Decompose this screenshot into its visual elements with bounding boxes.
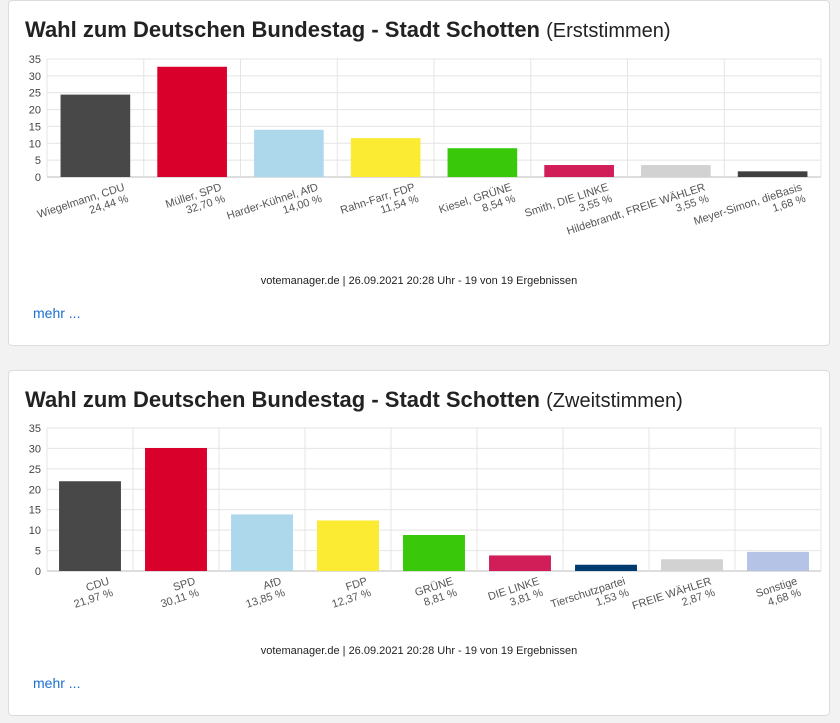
bar bbox=[447, 148, 518, 177]
more-link[interactable]: mehr ... bbox=[33, 305, 81, 321]
chart-subtitle: (Erststimmen) bbox=[546, 20, 671, 42]
y-tick-label: 35 bbox=[29, 423, 41, 435]
zweitstimmen-card: Wahl zum Deutschen Bundestag - Stadt Sch… bbox=[8, 370, 830, 716]
bar bbox=[59, 481, 121, 571]
bar bbox=[317, 520, 379, 571]
more-link[interactable]: mehr ... bbox=[33, 675, 81, 691]
bar bbox=[661, 559, 723, 571]
y-tick-label: 5 bbox=[35, 546, 41, 558]
bar bbox=[254, 129, 324, 177]
y-tick-label: 10 bbox=[29, 525, 41, 537]
y-tick-label: 20 bbox=[29, 484, 41, 496]
bar bbox=[403, 535, 465, 571]
chart-subtitle: (Zweitstimmen) bbox=[546, 390, 683, 412]
bar bbox=[60, 94, 131, 177]
y-tick-label: 0 bbox=[35, 172, 41, 184]
y-tick-label: 20 bbox=[29, 105, 41, 117]
y-tick-label: 10 bbox=[29, 138, 41, 150]
y-tick-label: 30 bbox=[29, 443, 41, 455]
y-tick-label: 5 bbox=[35, 155, 41, 167]
bar bbox=[641, 165, 711, 177]
y-tick-label: 15 bbox=[29, 505, 41, 517]
bar bbox=[737, 171, 808, 177]
bar bbox=[747, 551, 809, 571]
chart-title: Wahl zum Deutschen Bundestag - Stadt Sch… bbox=[25, 387, 683, 412]
y-tick-label: 30 bbox=[29, 71, 41, 83]
bar bbox=[575, 564, 637, 571]
bar bbox=[231, 514, 293, 571]
chart-title: Wahl zum Deutschen Bundestag - Stadt Sch… bbox=[25, 17, 671, 42]
y-tick-label: 35 bbox=[29, 54, 41, 66]
bar bbox=[145, 447, 207, 571]
y-tick-label: 25 bbox=[29, 464, 41, 476]
bar bbox=[350, 138, 421, 177]
erststimmen-card: Wahl zum Deutschen Bundestag - Stadt Sch… bbox=[8, 0, 830, 346]
bar bbox=[489, 555, 551, 571]
bar bbox=[544, 165, 614, 177]
bar bbox=[157, 66, 227, 177]
y-tick-label: 0 bbox=[35, 566, 41, 578]
y-tick-label: 15 bbox=[29, 121, 41, 133]
y-tick-label: 25 bbox=[29, 88, 41, 100]
source-line: votemanager.de | 26.09.2021 20:28 Uhr - … bbox=[260, 645, 578, 657]
category-name: AfD bbox=[262, 575, 283, 592]
source-line: votemanager.de | 26.09.2021 20:28 Uhr - … bbox=[260, 275, 578, 287]
